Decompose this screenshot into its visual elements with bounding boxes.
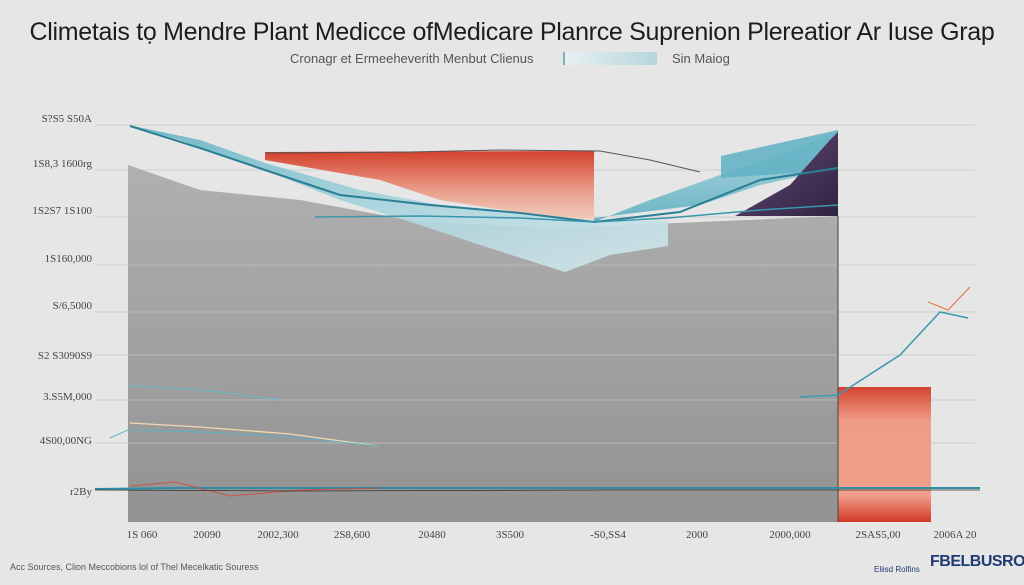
- arrow-line-teal: [799, 311, 969, 398]
- grid-overlay: [128, 264, 838, 444]
- baseline-line-red: [129, 481, 381, 497]
- teal-area-right: [594, 130, 838, 222]
- chart-subtitle: Cronagr et Ermeeheverith Menbut Clienus: [290, 51, 534, 66]
- x-tick-label: 2006A 20: [933, 529, 977, 541]
- legend-swatch-teal: [563, 52, 657, 65]
- x-tick-label: 3S500: [496, 529, 525, 541]
- grey-area: [128, 165, 838, 522]
- x-tick-label: 20090: [193, 529, 221, 541]
- x-tick-label: 2000,000: [769, 529, 811, 541]
- red-area-upper: [265, 151, 594, 220]
- x-tick-label: 2000: [686, 529, 709, 541]
- x-tick-label: -S0,SS4: [590, 529, 626, 541]
- x-tick-label: 20480: [418, 529, 446, 541]
- x-tick-label: 2002,300: [257, 529, 299, 541]
- line-low-1: [129, 385, 281, 401]
- teal-area-main: [128, 125, 668, 272]
- y-tick-label: S?S5 S50A: [42, 113, 92, 125]
- red-bar-right: [838, 387, 931, 522]
- legend-label: Sin Maiog: [672, 51, 730, 66]
- baseline-line: [94, 487, 980, 490]
- y-tick-label: 1S8,3 1600rg: [33, 158, 93, 170]
- legend: Cronagr et Ermeeheverith Menbut Clienus …: [0, 49, 1024, 69]
- chart-title: Climetais tọ Mendre Plant Medicce ofMedi…: [29, 18, 995, 46]
- line-low-2: [129, 422, 379, 447]
- x-tick-label: 1S 060: [127, 529, 158, 541]
- y-tick-label: S/6,5000: [53, 300, 93, 312]
- y-tick-label: 1S160,000: [45, 253, 93, 265]
- line-low-3: [109, 429, 379, 447]
- arrow-line-orange: [927, 286, 971, 311]
- y-tick-label: 1S2S7 1S100: [32, 205, 92, 217]
- y-tick-label: 4S00,00NG: [40, 435, 92, 447]
- x-tick-labels: 1S 060 20090 2002,300 2S8,600 20480 3S500 -S0,…: [127, 529, 977, 541]
- y-tick-label: 3.S5M,000: [43, 391, 92, 403]
- series-line-teal-mid: [314, 204, 839, 223]
- x-tick-label: 2SAS5,00: [856, 529, 901, 541]
- brand-logo: FBELBUSRO: [930, 553, 1024, 570]
- y-tick-label: S2 S3090S9: [38, 350, 93, 362]
- source-note: Acc Sources, Clion Meccobions lol of The…: [10, 562, 259, 572]
- x-tick-label: 2S8,600: [334, 529, 371, 541]
- baseline-line-dark: [94, 489, 980, 492]
- y-tick-labels: S?S5 S50A 1S8,3 1600rg 1S2S7 1S100 1S160,00…: [32, 113, 92, 498]
- brand-logo-sub: Eliisd Rolfins: [874, 565, 920, 574]
- purple-area: [735, 132, 838, 216]
- y-tick-label: r2By: [70, 486, 93, 498]
- series-line-dark: [129, 125, 839, 224]
- series-line-grey: [264, 149, 701, 173]
